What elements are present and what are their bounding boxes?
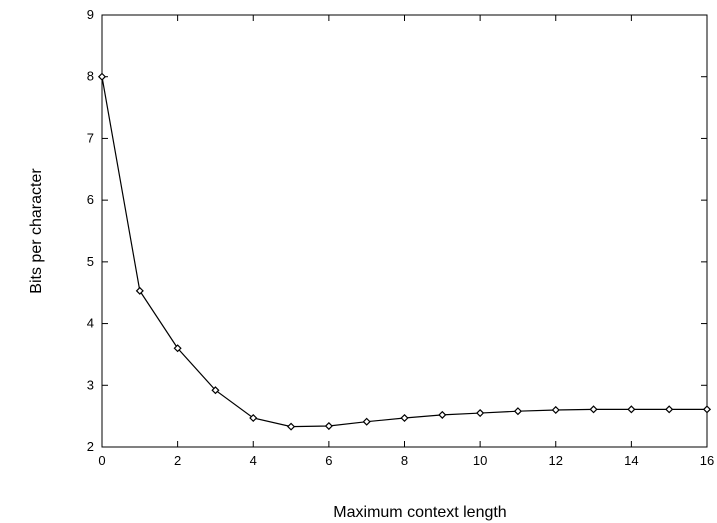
- data-point: [476, 409, 485, 418]
- data-point: [589, 405, 598, 414]
- x-axis: 0 2 4 6 8 10 12 14 16: [98, 15, 714, 468]
- data-point: [324, 421, 333, 431]
- x-tick-label: 10: [473, 453, 487, 468]
- y-axis-label: Bits per character: [28, 168, 45, 294]
- data-point: [702, 405, 712, 414]
- series-bits-per-character: [97, 72, 712, 431]
- y-tick-label: 2: [87, 439, 94, 454]
- x-axis-label: Maximum context length: [333, 504, 506, 521]
- data-point: [513, 407, 522, 416]
- data-point: [135, 286, 144, 295]
- data-point: [627, 405, 636, 414]
- plot-area-frame: [101, 14, 708, 448]
- y-tick-label: 3: [87, 377, 94, 392]
- x-tick-label: 16: [700, 453, 714, 468]
- x-tick-label: 12: [549, 453, 563, 468]
- y-tick-label: 4: [87, 316, 94, 331]
- data-point: [362, 417, 371, 426]
- series-line: [101, 76, 707, 428]
- x-tick-label: 4: [250, 453, 257, 468]
- y-axis: 2 3 4 5 6 7 8 9: [87, 7, 707, 454]
- y-tick-label: 5: [87, 254, 94, 269]
- data-point: [438, 410, 447, 419]
- data-point: [400, 413, 409, 423]
- x-tick-label: 6: [325, 453, 332, 468]
- y-tick-label: 8: [87, 69, 94, 84]
- data-point: [211, 386, 220, 395]
- x-tick-label: 14: [624, 453, 638, 468]
- data-point: [287, 422, 296, 431]
- data-point: [551, 405, 560, 415]
- y-tick-label: 9: [87, 7, 94, 22]
- x-tick-label: 2: [174, 453, 181, 468]
- x-tick-label: 8: [401, 453, 408, 468]
- data-point: [249, 413, 258, 423]
- y-tick-label: 7: [87, 130, 94, 145]
- data-point: [97, 72, 107, 81]
- y-tick-label: 6: [87, 192, 94, 207]
- data-point: [665, 405, 674, 414]
- x-tick-label: 0: [98, 453, 105, 468]
- data-point: [173, 344, 182, 353]
